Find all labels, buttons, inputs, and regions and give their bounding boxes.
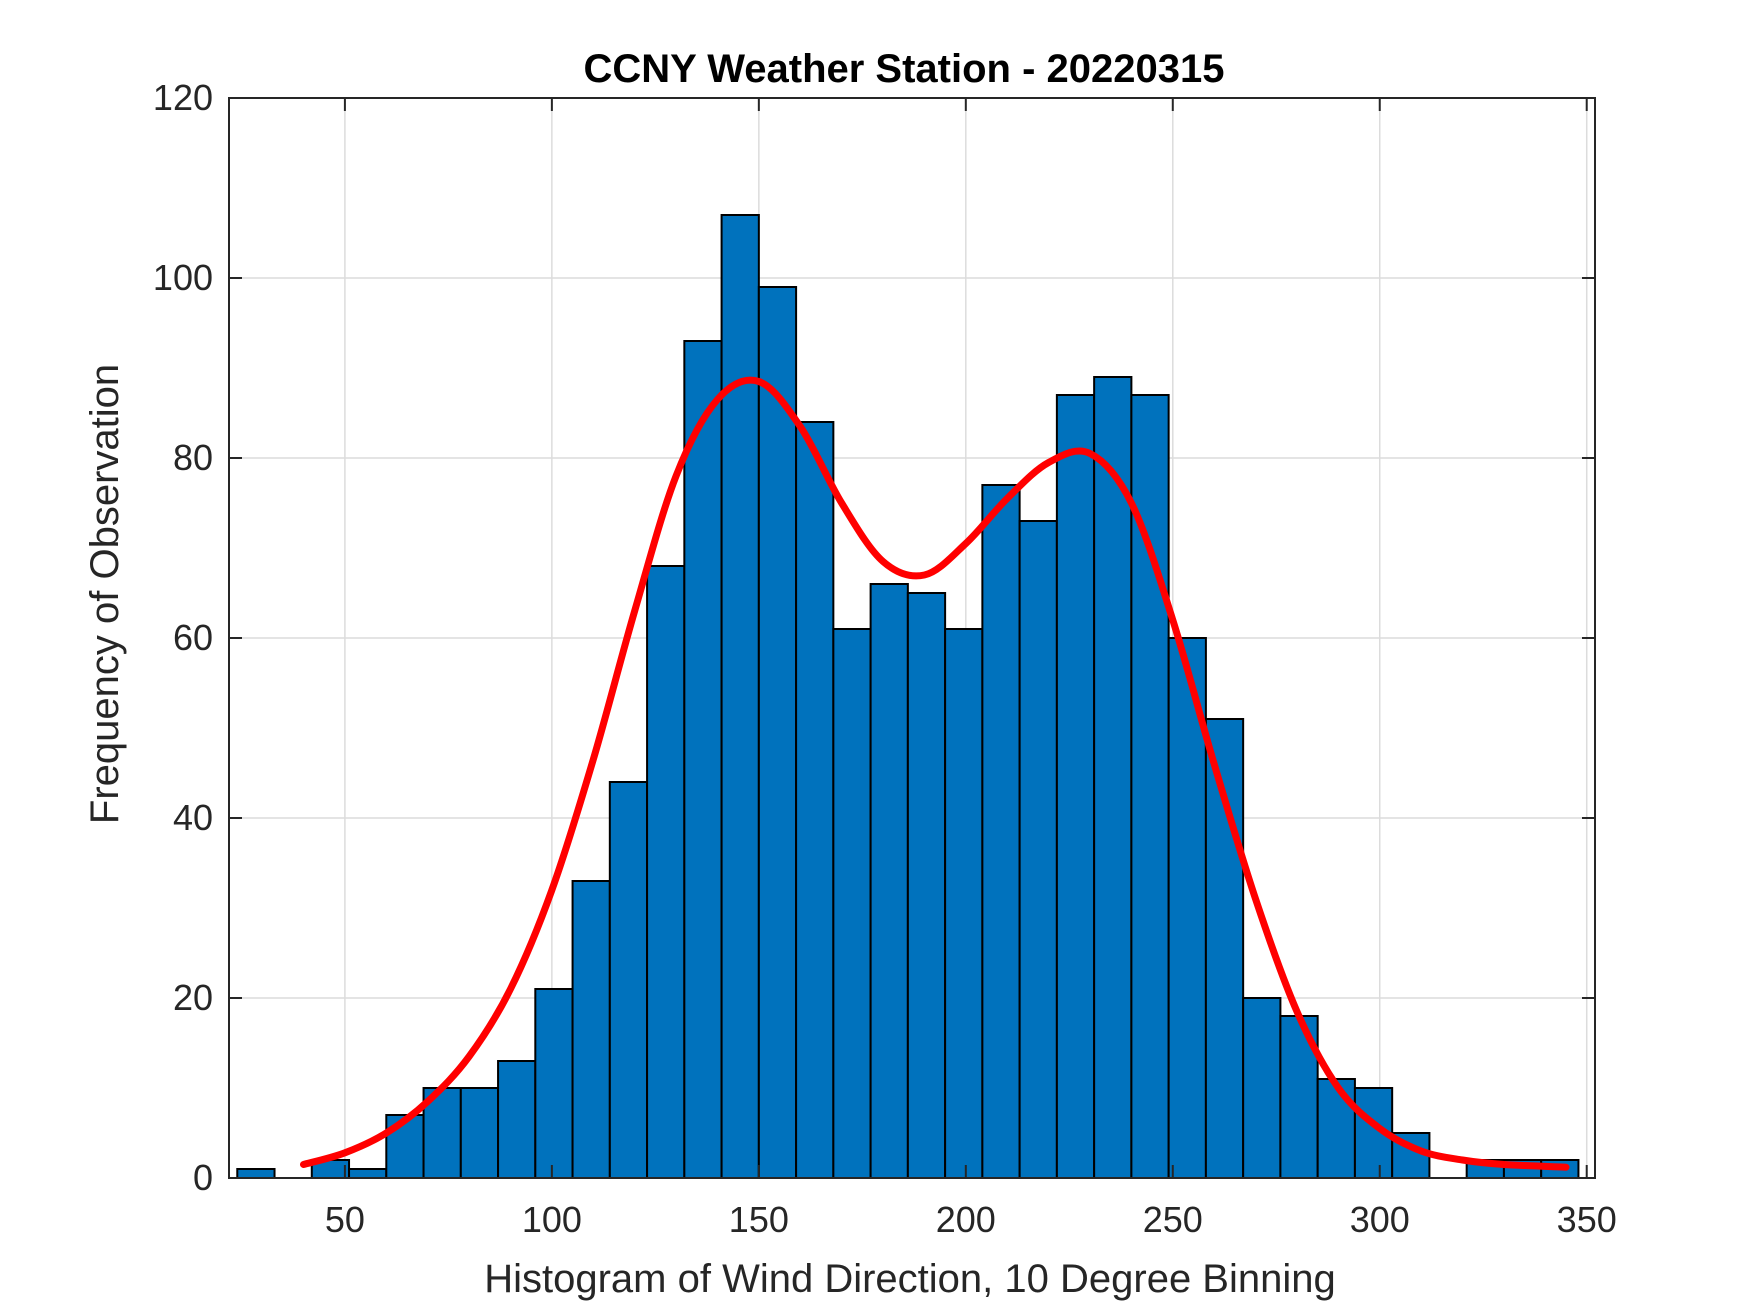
histogram-bar [869, 583, 909, 1179]
histogram-bar [944, 628, 984, 1179]
histogram-bar [1242, 997, 1282, 1179]
histogram-bar [1055, 394, 1096, 1179]
y-tick-label: 40 [173, 797, 213, 838]
histogram-bar [795, 421, 835, 1179]
x-tick-label: 150 [729, 1199, 789, 1240]
y-tick-label: 100 [153, 257, 213, 298]
x-tick-labels: 50 100 150 200 250 300 350 [325, 1199, 1617, 1240]
histogram-bar [1316, 1078, 1356, 1179]
x-tick-label: 300 [1350, 1199, 1410, 1240]
histogram-bar [571, 880, 611, 1179]
x-axis-title: Histogram of Wind Direction, 10 Degree B… [484, 1257, 1336, 1301]
histogram-bar [757, 286, 798, 1179]
axis-ticks [229, 97, 1595, 1179]
histogram-bar [906, 592, 947, 1179]
histogram-bar [236, 1168, 276, 1179]
histogram-bar [981, 484, 1021, 1179]
fit-curve [300, 376, 1570, 1171]
histogram-bars [236, 214, 1580, 1179]
x-tick-label: 200 [936, 1199, 996, 1240]
histogram-bar [459, 1087, 500, 1179]
chart-title: CCNY Weather Station - 20220315 [584, 47, 1225, 91]
histogram-bar [720, 214, 760, 1179]
y-tick-label: 120 [153, 77, 213, 118]
histogram-bar [1018, 520, 1058, 1179]
x-tick-label: 100 [522, 1199, 582, 1240]
y-tick-labels: 0 20 40 60 80 100 120 [153, 77, 213, 1198]
y-tick-label: 20 [173, 977, 213, 1018]
y-tick-label: 0 [193, 1157, 213, 1198]
x-tick-label: 350 [1557, 1199, 1617, 1240]
y-tick-label: 60 [173, 617, 213, 658]
histogram-bar [683, 340, 723, 1179]
histogram-bar [348, 1168, 388, 1179]
histogram-bar [646, 565, 686, 1179]
histogram-bar [534, 988, 574, 1179]
histogram-bar [832, 628, 872, 1179]
y-tick-label: 80 [173, 437, 213, 478]
histogram-bar [608, 781, 649, 1179]
histogram-bar [1093, 376, 1133, 1179]
x-tick-label: 250 [1143, 1199, 1203, 1240]
histogram-bar [497, 1060, 537, 1179]
x-tick-label: 50 [325, 1199, 365, 1240]
y-axis-title: Frequency of Observation [83, 364, 127, 824]
